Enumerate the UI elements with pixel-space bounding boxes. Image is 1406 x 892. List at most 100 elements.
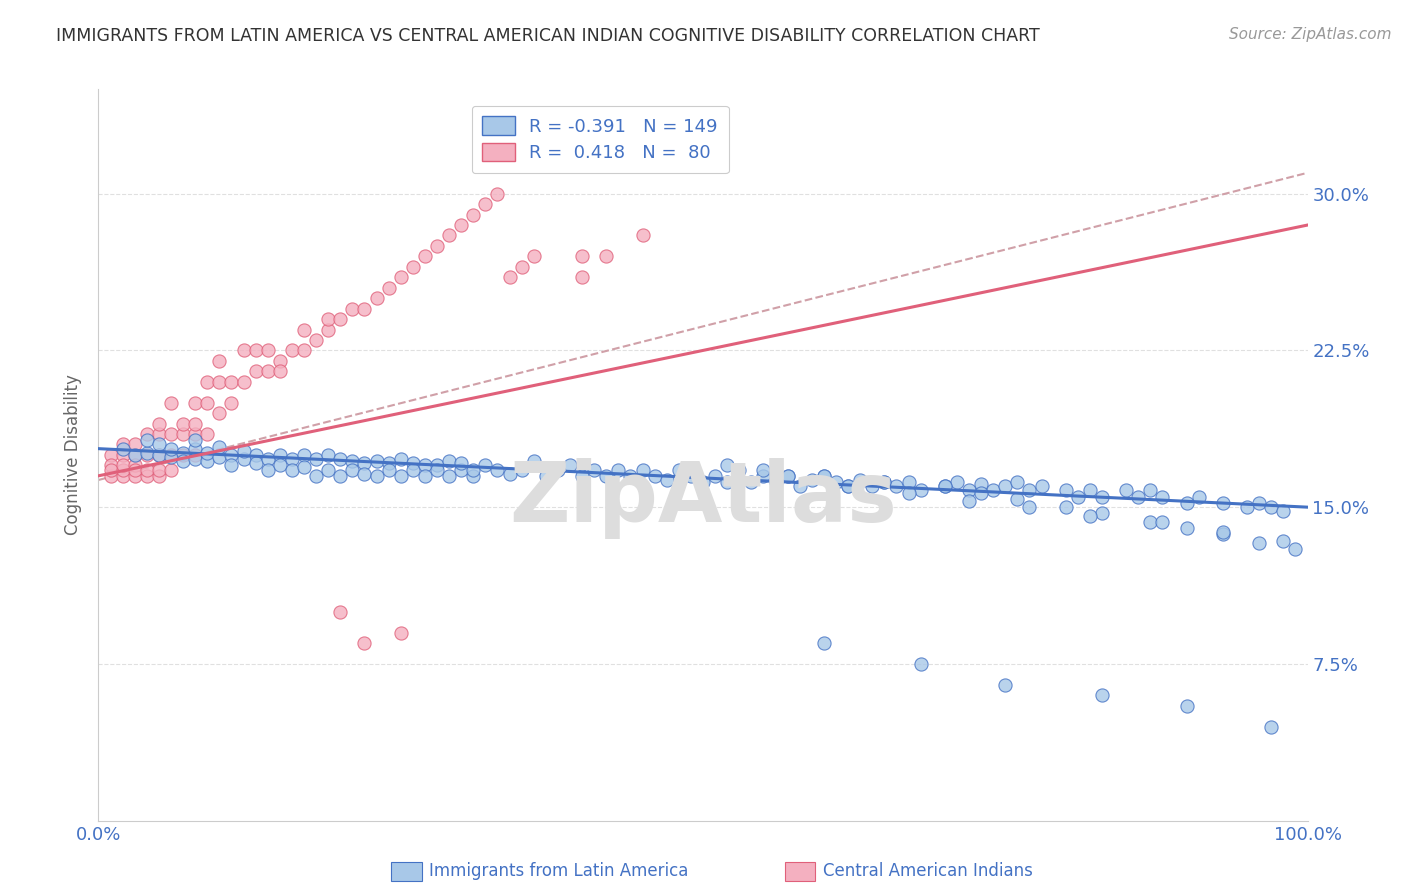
Point	[1272, 504, 1295, 518]
Point	[172, 454, 194, 468]
Point	[402, 456, 425, 470]
Point	[426, 462, 449, 476]
Point	[571, 270, 593, 285]
Point	[1188, 490, 1211, 504]
Point	[523, 249, 546, 263]
Point	[172, 448, 194, 462]
Point	[342, 454, 364, 468]
Point	[1128, 490, 1150, 504]
Point	[389, 270, 412, 285]
Point	[897, 475, 920, 489]
Point	[135, 448, 157, 462]
Point	[752, 462, 775, 476]
Point	[571, 249, 593, 263]
Point	[413, 249, 436, 263]
Point	[172, 417, 194, 431]
Point	[1054, 483, 1077, 498]
Point	[281, 343, 304, 358]
Point	[934, 479, 956, 493]
Point	[1007, 475, 1029, 489]
Point	[498, 270, 520, 285]
Point	[377, 281, 399, 295]
Point	[184, 452, 207, 467]
Point	[221, 395, 243, 409]
Point	[135, 427, 157, 442]
Text: Central American Indians: Central American Indians	[823, 863, 1032, 880]
Point	[1272, 533, 1295, 548]
Point	[450, 218, 472, 232]
Point	[389, 452, 412, 467]
Point	[571, 468, 593, 483]
Point	[402, 462, 425, 476]
Point	[111, 448, 134, 462]
Point	[281, 462, 304, 476]
Point	[957, 494, 980, 508]
Point	[269, 458, 291, 473]
Point	[970, 477, 993, 491]
Point	[316, 448, 339, 462]
Point	[413, 468, 436, 483]
Point	[184, 442, 207, 456]
Point	[740, 475, 762, 489]
Text: ZipAtlas: ZipAtlas	[509, 458, 897, 540]
Point	[886, 479, 908, 493]
Point	[595, 249, 617, 263]
Point	[644, 468, 666, 483]
Point	[256, 452, 278, 467]
Point	[426, 458, 449, 473]
Point	[195, 454, 218, 468]
Point	[172, 446, 194, 460]
Point	[510, 462, 533, 476]
Point	[486, 462, 509, 476]
Point	[329, 312, 352, 326]
Point	[402, 260, 425, 274]
Point	[716, 458, 738, 473]
Point	[910, 657, 932, 671]
Point	[269, 448, 291, 462]
Point	[1175, 496, 1198, 510]
Point	[1018, 500, 1040, 515]
Point	[1236, 500, 1258, 515]
Point	[619, 468, 641, 483]
Point	[1007, 491, 1029, 506]
Point	[437, 228, 460, 243]
Point	[1152, 515, 1174, 529]
Point	[160, 427, 183, 442]
Y-axis label: Cognitive Disability: Cognitive Disability	[65, 375, 83, 535]
Point	[184, 434, 207, 448]
Point	[837, 479, 859, 493]
Point	[353, 636, 375, 650]
Point	[342, 462, 364, 476]
Point	[232, 375, 254, 389]
Point	[1115, 483, 1137, 498]
Point	[463, 208, 485, 222]
Point	[342, 301, 364, 316]
Point	[981, 483, 1004, 498]
Point	[463, 468, 485, 483]
Point	[873, 475, 896, 489]
Point	[1078, 483, 1101, 498]
Point	[631, 462, 654, 476]
Point	[934, 479, 956, 493]
Point	[353, 467, 375, 481]
Point	[728, 462, 751, 476]
Point	[377, 462, 399, 476]
Point	[946, 475, 969, 489]
Point	[329, 468, 352, 483]
Point	[111, 458, 134, 473]
Point	[897, 485, 920, 500]
Point	[135, 468, 157, 483]
Point	[679, 468, 702, 483]
Point	[534, 468, 557, 483]
Point	[1139, 483, 1161, 498]
Point	[148, 448, 170, 462]
Point	[208, 450, 231, 464]
Point	[221, 448, 243, 462]
Point	[256, 462, 278, 476]
Point	[957, 483, 980, 498]
Point	[463, 462, 485, 476]
Point	[716, 475, 738, 489]
Point	[1260, 720, 1282, 734]
Point	[111, 437, 134, 451]
Point	[111, 468, 134, 483]
